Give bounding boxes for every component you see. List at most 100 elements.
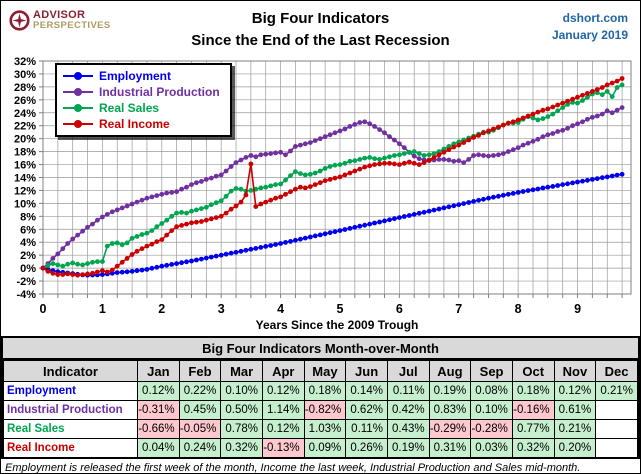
value-cell (595, 400, 638, 420)
x-axis-labels: 0 1 2 3 4 5 6 7 8 9 (40, 302, 582, 316)
legend-label: Industrial Production (99, 85, 220, 99)
value-cell: 0.24% (178, 438, 222, 458)
value-cell: -0.29% (428, 419, 472, 439)
value-cell: 0.77% (511, 419, 555, 439)
value-cell: 0.62% (345, 400, 388, 420)
value-cell: 0.12% (261, 381, 305, 401)
column-header-aug: Aug (428, 360, 472, 382)
column-header-feb: Feb (178, 360, 222, 382)
footnote: Employment is released the first week of… (5, 462, 581, 474)
value-cell: 0.08% (470, 381, 513, 401)
value-cell: -0.05% (178, 419, 222, 439)
table-row-real-income: Real Income 0.04% 0.24% 0.32% -0.13% 0.09% 0.2… (3, 438, 638, 458)
table-row-real-sales: Real Sales -0.66% -0.05% 0.78% 0.12% 1.03% 0.1… (3, 419, 638, 439)
value-cell: 1.14% (261, 400, 305, 420)
value-cell: 0.50% (220, 400, 263, 420)
value-cell: -0.31% (137, 400, 180, 420)
value-cell: 0.22% (178, 381, 222, 401)
value-cell: 0.18% (303, 381, 347, 401)
legend-item-industrial-production: Industrial Production (63, 84, 220, 100)
svg-text:9: 9 (574, 302, 581, 316)
legend-label: Employment (99, 69, 172, 83)
value-cell: 0.32% (220, 438, 263, 458)
legend-marker-icon (63, 88, 93, 96)
table-row-industrial-production: Industrial Production -0.31% 0.45% 0.50% 1.1… (3, 400, 638, 420)
source-date: January 2019 (551, 28, 628, 42)
y-axis-labels: 32%30%28%26%24%22%20%18%16%14%12%10%8%6%… (14, 56, 36, 301)
series-employment (40, 171, 625, 278)
column-header-jul: Jul (386, 360, 430, 382)
svg-text:1: 1 (99, 302, 106, 316)
value-cell: 0.45% (178, 400, 222, 420)
svg-text:10%: 10% (14, 198, 36, 210)
svg-text:12%: 12% (14, 185, 36, 197)
series-real-sales (40, 82, 625, 271)
table-row-employment: Employment 0.12% 0.22% 0.10% 0.12% 0.18% 0.14%… (3, 381, 638, 401)
value-cell: 0.12% (553, 381, 597, 401)
legend-item-employment: Employment (63, 68, 220, 84)
value-cell: 0.26% (345, 438, 388, 458)
svg-text:4%: 4% (20, 237, 36, 249)
column-header-jan: Jan (137, 360, 180, 382)
value-cell: 0.19% (386, 438, 430, 458)
svg-text:14%: 14% (14, 173, 36, 185)
legend-marker-icon (63, 120, 93, 128)
value-cell: 0.21% (595, 381, 638, 401)
value-cell (595, 419, 638, 439)
value-cell: 0.21% (553, 419, 597, 439)
table-header-row: Indicator Jan Feb Mar Apr May Jun Jul Aug Sep Oct N… (3, 360, 638, 382)
svg-text:3: 3 (218, 302, 225, 316)
indicator-label: Real Income (3, 438, 138, 458)
value-cell: -0.13% (261, 438, 305, 458)
compass-logo-icon (9, 10, 30, 31)
chart-section: ADVISOR PERSPECTIVES Big Four Indicators… (1, 1, 640, 336)
value-cell: 0.11% (386, 381, 430, 401)
legend-label: Real Income (99, 117, 170, 131)
value-cell: 0.19% (428, 381, 472, 401)
source-site: dshort.com (562, 11, 628, 25)
value-cell: 0.31% (428, 438, 472, 458)
value-cell: 0.14% (345, 381, 388, 401)
legend-item-real-sales: Real Sales (63, 100, 220, 116)
value-cell: 1.03% (303, 419, 347, 439)
value-cell: 0.32% (511, 438, 555, 458)
value-cell: 0.61% (553, 400, 597, 420)
svg-text:16%: 16% (14, 160, 36, 172)
chart-legend: Employment Industrial Production Real Sale… (55, 63, 232, 137)
svg-text:32%: 32% (14, 56, 36, 68)
column-header-oct: Oct (511, 360, 555, 382)
chart-title: Big Four Indicators Since the End of the… (121, 8, 520, 52)
svg-text:2: 2 (158, 302, 165, 316)
value-cell: -0.82% (303, 400, 347, 420)
value-cell: 0.12% (137, 381, 180, 401)
indicator-label: Industrial Production (3, 400, 138, 420)
line-chart: 32%30%28%26%24%22%20%18%16%14%12%10%8%6%… (14, 56, 632, 332)
axis-ticks (39, 60, 623, 298)
series-industrial-production (40, 105, 625, 271)
legend-item-real-income: Real Income (63, 116, 220, 132)
series-real-income (40, 76, 625, 278)
value-cell (595, 438, 638, 458)
svg-text:24%: 24% (14, 108, 36, 120)
svg-text:30%: 30% (14, 69, 36, 81)
svg-text:8: 8 (515, 302, 522, 316)
value-cell: 0.83% (428, 400, 472, 420)
svg-text:26%: 26% (14, 95, 36, 107)
svg-text:22%: 22% (14, 121, 36, 133)
svg-text:6: 6 (396, 302, 403, 316)
chart-title-line2: Since the End of the Last Recession (191, 32, 450, 49)
svg-text:2%: 2% (20, 250, 36, 262)
value-cell: 0.04% (137, 438, 180, 458)
value-cell: -0.66% (137, 419, 180, 439)
logo-text-advisor: ADVISOR (33, 9, 86, 21)
value-cell: -0.16% (511, 400, 555, 420)
value-cell: 0.43% (386, 419, 430, 439)
x-axis-title: Years Since the 2009 Trough (256, 318, 419, 332)
source-attribution: dshort.com January 2019 (552, 10, 628, 44)
logo-text-perspectives: PERSPECTIVES (33, 20, 111, 31)
svg-text:6%: 6% (20, 224, 36, 236)
value-cell: -0.28% (470, 419, 513, 439)
column-header-may: May (303, 360, 347, 382)
table-title: Big Four Indicators Month-over-Month (3, 338, 638, 360)
column-header-nov: Nov (553, 360, 597, 382)
